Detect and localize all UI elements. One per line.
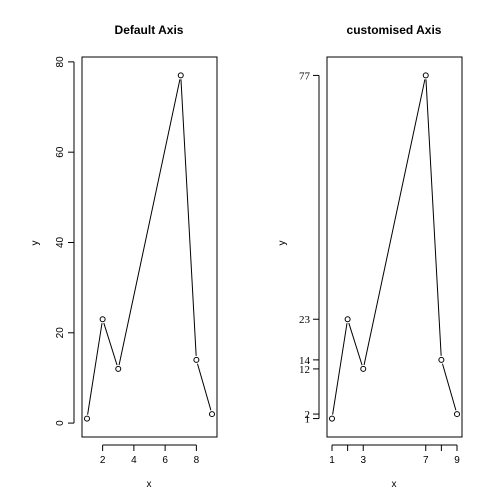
data-point [454,411,460,418]
x-tick-label: 6 [162,455,168,466]
x-tick-label: 3 [360,455,366,466]
x-axis: 1 3 7 9 [329,444,460,466]
series-line [87,79,212,415]
series-points [84,72,215,422]
data-point [177,72,184,79]
y-tick-label: 12 [299,364,310,376]
panel-default-axis: Default Axis 2 4 6 8 0 20 40 60 80 x y [30,23,218,490]
plot-frame [326,56,463,438]
plot-title: customised Axis [347,23,442,37]
data-point [422,72,429,79]
data-point [329,415,335,422]
x-tick-label: 8 [194,455,200,466]
x-tick-label: 2 [100,455,106,466]
data-point [209,411,215,418]
data-point [438,356,445,363]
x-axis-label: x [147,479,152,490]
x-tick-label: 4 [131,455,137,466]
y-tick-label: 23 [299,314,311,326]
y-tick-label: 77 [299,70,311,82]
x-axis: 2 4 6 8 [100,444,200,466]
y-axis: 0 20 40 60 80 [55,56,75,426]
plot-title: Default Axis [115,23,184,37]
y-tick-label: 14 [299,355,311,367]
data-point [115,365,122,372]
x-tick-label: 1 [329,455,335,466]
y-axis-label: y [277,241,288,246]
y-tick-label: 80 [55,56,66,68]
series-line [332,79,457,415]
data-point [344,316,351,323]
data-point [193,356,200,363]
plot-frame [81,56,218,438]
x-tick-label: 9 [454,455,460,466]
y-axis-label: y [30,241,41,246]
y-tick-label: 1 [305,414,311,426]
data-point [99,316,106,323]
data-point [360,365,367,372]
y-tick-label: 0 [55,420,66,426]
data-point [84,415,90,422]
series-points [329,72,460,422]
x-axis-label: x [392,479,397,490]
y-tick-label: 2 [305,409,311,421]
y-tick-label: 40 [55,236,66,248]
y-tick-label: 20 [55,327,66,339]
y-tick-label: 60 [55,146,66,158]
x-tick-label: 7 [423,455,429,466]
